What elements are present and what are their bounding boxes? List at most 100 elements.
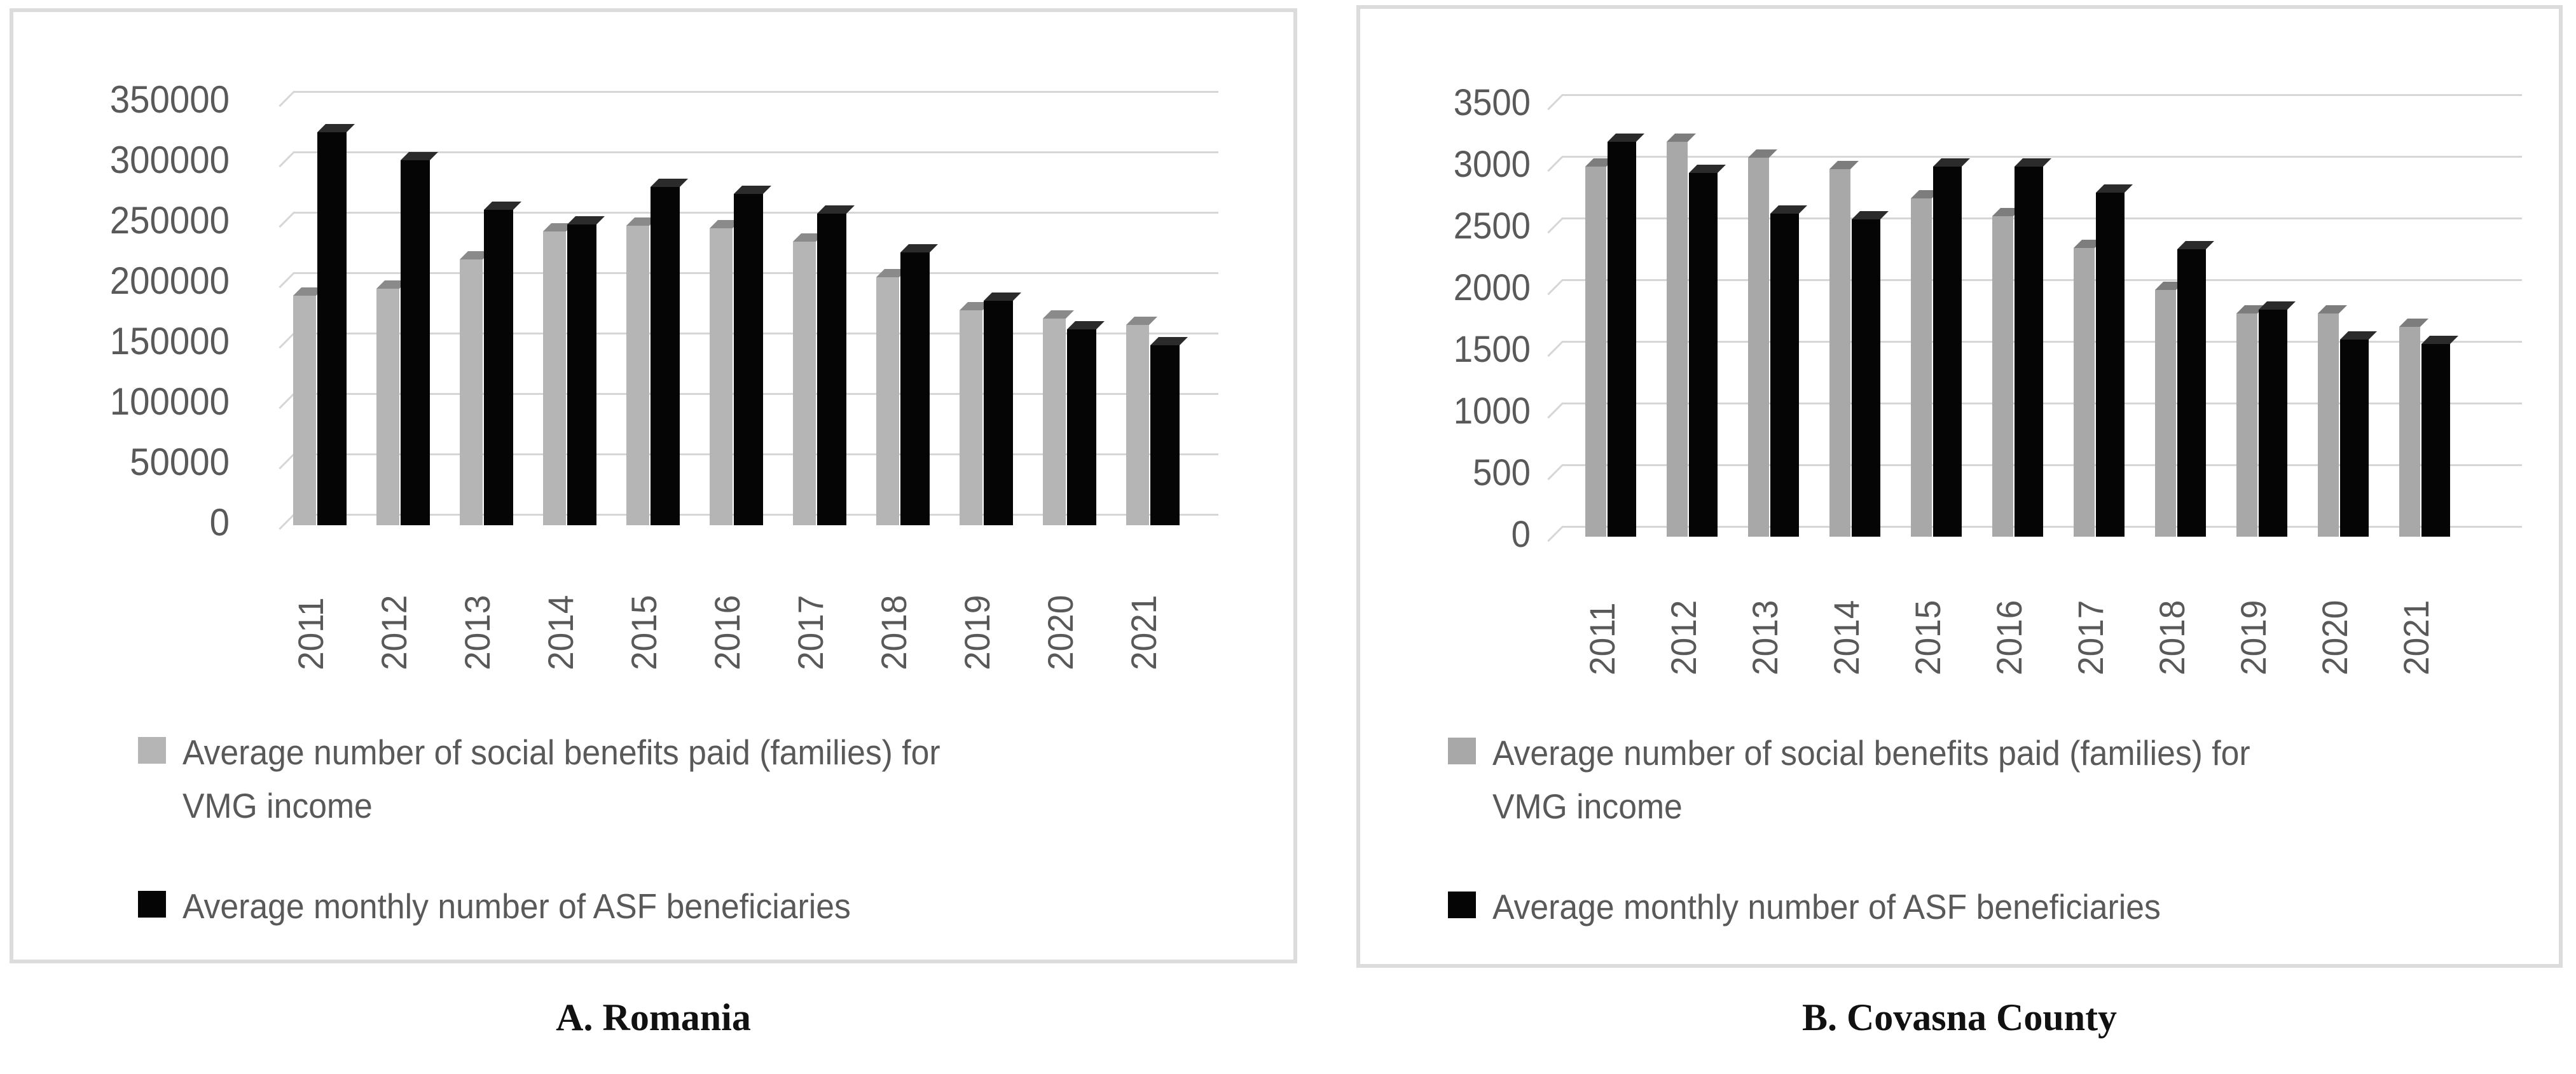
- y-axis-tick-label: 1500: [1453, 329, 1531, 370]
- x-axis-year-label: 2019: [2233, 600, 2273, 675]
- y-axis-tick-label: 350000: [109, 78, 230, 121]
- bar-vmg-2021: [2399, 319, 2428, 537]
- bar-top-face: [567, 216, 605, 224]
- bar-vmg-2019: [960, 302, 991, 525]
- bar-asf-2019: [984, 293, 1021, 525]
- x-axis-year-label: 2011: [1582, 602, 1622, 675]
- bar-top-face: [651, 179, 688, 187]
- gridline: [293, 91, 1218, 93]
- x-axis-year-label: 2012: [1663, 600, 1704, 675]
- bar-top-face: [2015, 158, 2051, 167]
- x-axis-year-label: 2015: [624, 595, 664, 670]
- y-axis-tick-label: 100000: [109, 380, 230, 423]
- bar-top-face: [1770, 205, 1807, 214]
- bar-vmg-2020: [2318, 305, 2347, 537]
- bar-vmg-2012: [1667, 134, 1696, 537]
- caption-romania: A. Romania: [556, 996, 751, 1038]
- bar-top-face: [2399, 319, 2428, 327]
- bar-vmg-2015: [1911, 190, 1940, 537]
- bar-asf-2021: [1150, 337, 1188, 525]
- legend-label-vmg-line1: Average number of social benefits paid (…: [183, 733, 940, 772]
- bar-asf-2015: [1933, 158, 1970, 537]
- legend-item-asf: Average monthly number of ASF beneficiar…: [13, 879, 1293, 933]
- x-axis-year-label: 2016: [707, 595, 747, 670]
- bar-vmg-2011: [1585, 158, 1615, 537]
- bar-vmg-2013: [1748, 149, 1777, 537]
- legend-swatch-asf-icon: [1448, 892, 1476, 918]
- gridline: [293, 151, 1218, 153]
- caption-covasna: B. Covasna County: [1801, 996, 2118, 1038]
- chart-area-covasna: 3500 3000 2500 2000 1500 1000 500 0 2011 2012 2013…: [1360, 9, 2559, 964]
- gridline: [1562, 156, 2522, 158]
- legend-item-asf: Average monthly number of ASF beneficiar…: [1360, 880, 2559, 933]
- y-axis-tick-label: 2500: [1453, 205, 1531, 247]
- bar-top-face: [2259, 301, 2296, 310]
- bar-vmg-2015: [626, 217, 658, 525]
- bar-top-face: [1689, 165, 1726, 173]
- bar-asf-2016: [734, 186, 771, 525]
- bar-top-face: [484, 202, 521, 210]
- bar-top-face: [2340, 331, 2377, 340]
- bar-top-face: [1126, 317, 1157, 325]
- legend-label-vmg: Average number of social benefits paid (…: [183, 726, 940, 832]
- legend-covasna: Average number of social benefits paid (…: [1360, 726, 2559, 981]
- bar-asf-2011: [1608, 134, 1644, 537]
- legend-item-vmg: Average number of social benefits paid (…: [13, 726, 1293, 832]
- x-axis-year-label: 2018: [2152, 600, 2192, 675]
- x-axis-year-label: 2014: [541, 595, 581, 670]
- legend-swatch-vmg-icon: [138, 737, 166, 764]
- legend-swatch-asf-icon: [138, 891, 166, 918]
- bar-top-face: [2318, 305, 2347, 313]
- bar-top-face: [1667, 134, 1696, 142]
- bar-asf-2012: [1689, 165, 1726, 537]
- x-axis-year-label: 2013: [1745, 600, 1785, 675]
- bar-vmg-2013: [460, 251, 491, 525]
- bar-top-face: [900, 244, 938, 252]
- bar-asf-2017: [817, 205, 855, 525]
- y-axis-tick-label: 0: [1511, 514, 1531, 555]
- legend-item-vmg: Average number of social benefits paid (…: [1360, 726, 2559, 833]
- bar-top-face: [2177, 241, 2214, 249]
- x-axis-year-label: 2020: [2315, 600, 2355, 675]
- y-axis-tick-label: 250000: [109, 199, 230, 242]
- bar-vmg-2018: [2155, 282, 2184, 537]
- chart-panel-covasna: 3500 3000 2500 2000 1500 1000 500 0 2011 2012 2013…: [1356, 5, 2563, 968]
- x-axis-year-label: 2021: [2396, 600, 2436, 675]
- bar-top-face: [984, 293, 1021, 301]
- bar-asf-2011: [317, 124, 355, 525]
- legend-swatch-vmg-icon: [1448, 738, 1476, 764]
- y-axis-tick-label: 3000: [1453, 144, 1531, 185]
- legend-label-vmg-line1: Average number of social benefits paid (…: [1492, 733, 2250, 773]
- x-axis-year-label: 2016: [1989, 600, 2029, 675]
- x-axis-year-label: 2013: [457, 595, 497, 670]
- y-axis-tick-label: 200000: [109, 259, 230, 302]
- legend-label-asf: Average monthly number of ASF beneficiar…: [183, 886, 851, 926]
- bar-vmg-2016: [1992, 208, 2022, 537]
- bar-asf-2014: [567, 216, 605, 525]
- y-axis-tick-label: 1000: [1453, 390, 1531, 432]
- bar-vmg-2014: [1829, 161, 1859, 537]
- bar-vmg-2014: [543, 223, 574, 525]
- bar-top-face: [1608, 134, 1644, 142]
- bar-vmg-2011: [293, 287, 324, 525]
- bar-vmg-2019: [2236, 305, 2266, 537]
- bar-asf-2013: [484, 202, 521, 525]
- bar-vmg-2018: [876, 269, 907, 525]
- y-axis-tick-label: 500: [1473, 452, 1531, 493]
- bar-top-face: [2096, 184, 2133, 193]
- bar-vmg-2021: [1126, 317, 1157, 525]
- y-axis-tick-label: 50000: [130, 441, 230, 483]
- chart-panel-romania: 350000 300000 250000 200000 150000 100000 5000…: [10, 8, 1297, 963]
- bar-vmg-2012: [376, 280, 408, 525]
- bar-vmg-2016: [710, 220, 741, 525]
- bar-top-face: [1933, 158, 1970, 167]
- bar-top-face: [2421, 336, 2458, 344]
- x-axis-year-label: 2017: [2070, 600, 2111, 675]
- bar-asf-2018: [2177, 241, 2214, 537]
- y-axis-tick-label: 2000: [1453, 267, 1531, 308]
- bar-asf-2020: [1067, 321, 1105, 525]
- x-axis-year-label: 2012: [374, 595, 414, 670]
- x-axis-year-label: 2014: [1826, 600, 1866, 675]
- bar-top-face: [734, 186, 771, 194]
- bar-asf-2021: [2421, 336, 2458, 537]
